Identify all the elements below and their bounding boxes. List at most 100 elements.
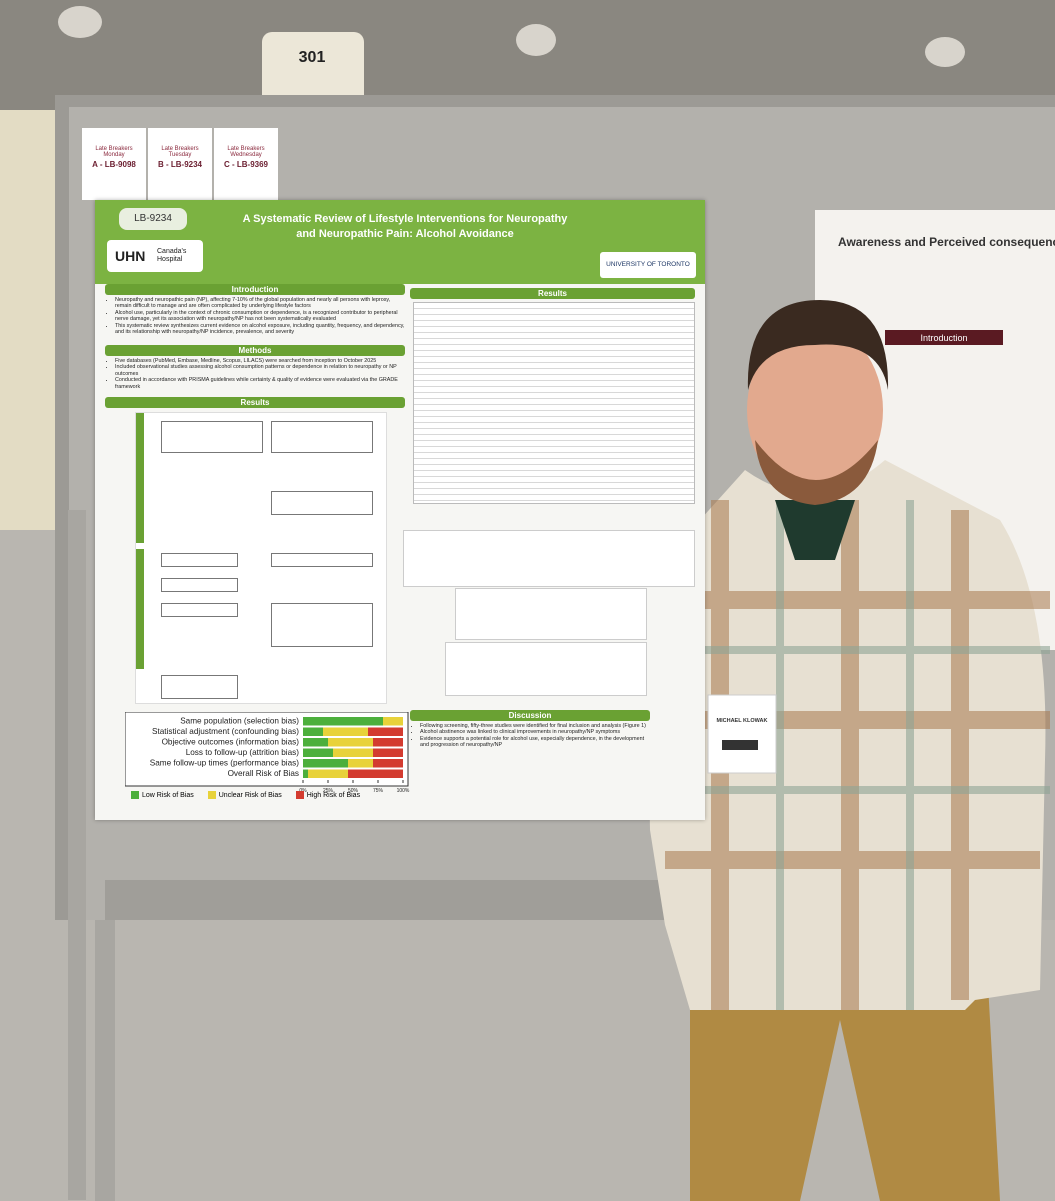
bias-segment — [303, 717, 383, 726]
legend-label: Low Risk of Bias — [142, 791, 194, 799]
card-code: B - LB-9234 — [157, 160, 202, 169]
section-heading: Results — [410, 288, 695, 299]
board-frame — [55, 95, 69, 920]
bias-segment — [373, 738, 403, 747]
bias-segment — [303, 759, 348, 768]
title-line: A Systematic Review of Lifestyle Interve… — [242, 213, 568, 225]
category-label: Loss to follow-up (attrition bias) — [186, 748, 300, 757]
card-label: Late Breakers — [161, 146, 199, 152]
x-tick-label: 75% — [373, 788, 384, 794]
methods-section: Methods Five databases (PubMed, Embase, … — [105, 345, 405, 390]
bullet-list: Following screening, fifty-three studies… — [410, 723, 650, 749]
bullet: Evidence supports a potential role for a… — [420, 736, 650, 749]
bullet: Alcohol use, particularly in the context… — [115, 310, 405, 323]
poster: LB-9234 UHN Canada's Hospital A Systemat… — [95, 200, 705, 820]
board-frame — [55, 95, 1055, 107]
neighbor-heading-bar — [885, 330, 1003, 345]
hospital-name: UHN — [115, 248, 146, 264]
card-code: C - LB-9369 — [223, 160, 268, 169]
flow-box — [271, 491, 373, 515]
tshirt — [775, 500, 855, 560]
card-day: Wednesday — [230, 152, 262, 158]
late-breaker-card: Late Breakers Monday A - LB-9098 — [82, 128, 146, 200]
bullet: Conducted in accordance with PRISMA guid… — [115, 377, 405, 390]
bias-segment — [373, 759, 403, 768]
late-breaker-card: Late Breakers Tuesday B - LB-9234 — [148, 128, 212, 200]
flow-box — [161, 553, 238, 567]
flow-box — [271, 603, 373, 647]
late-breaker-card: Late Breakers Wednesday C - LB-9369 — [214, 128, 278, 200]
bias-segment — [303, 738, 328, 747]
ceiling-light — [925, 37, 965, 67]
category-label: Overall Risk of Bias — [228, 769, 299, 778]
face — [747, 324, 883, 496]
ceiling-light — [516, 24, 556, 56]
bullet: Five databases (PubMed, Embase, Medline,… — [115, 358, 405, 364]
bias-segment — [303, 769, 308, 778]
legend-label: High Risk of Bias — [306, 791, 361, 799]
neighbor-heading: Introduction — [920, 333, 967, 343]
hospital-logo: UHN Canada's Hospital — [107, 240, 203, 272]
bias-segment — [303, 727, 323, 736]
bullet-list: Five databases (PubMed, Embase, Medline,… — [105, 358, 405, 390]
flow-box — [271, 421, 373, 453]
legend-item: Low Risk of Bias — [131, 791, 194, 799]
bias-segment — [308, 769, 348, 778]
bias-segment — [373, 748, 403, 757]
title-line: and Neuropathic Pain: Alcohol Avoidance — [296, 228, 514, 240]
room-sign — [262, 32, 364, 108]
flow-stage — [136, 549, 144, 669]
card-code: A - LB-9098 — [92, 160, 136, 169]
flow-box — [271, 553, 373, 567]
beard — [755, 440, 878, 505]
board-leg — [95, 920, 115, 1201]
category-label: Statistical adjustment (confounding bias… — [152, 727, 299, 736]
legend-swatch — [131, 791, 139, 799]
discussion-section: Discussion Following screening, fifty-th… — [410, 710, 650, 749]
legend-swatch — [295, 791, 304, 799]
board-leg — [68, 510, 86, 1200]
university-logo: UNIVERSITY OF TORONTO — [600, 252, 696, 278]
room-number: 301 — [299, 49, 326, 66]
category-label: Objective outcomes (information bias) — [162, 738, 300, 747]
bias-segment — [383, 717, 403, 726]
legend-swatch — [207, 791, 216, 799]
poster-title: A Systematic Review of Lifestyle Interve… — [215, 212, 595, 242]
plaid-stripes — [660, 500, 1050, 1010]
intro-section: Introduction Neuropathy and neuropathic … — [105, 284, 405, 335]
name-badge — [707, 694, 777, 774]
card-label: Late Breakers — [95, 146, 133, 152]
badge-name: MICHAEL KLOWAK — [717, 718, 768, 724]
bias-segment — [323, 727, 368, 736]
legend-item: High Risk of Bias — [295, 791, 361, 799]
bias-segment — [348, 759, 373, 768]
results-left: Results — [105, 397, 405, 408]
x-tick-label: 25% — [323, 788, 334, 794]
risk-of-bias-chart: Same population (selection bias)Statisti… — [125, 712, 410, 794]
card-label: Late Breakers — [227, 146, 265, 152]
flow-box — [161, 603, 238, 617]
prisma-flow-diagram — [135, 412, 387, 704]
bullet: This systematic review synthesizes curre… — [115, 323, 405, 336]
flow-box — [161, 421, 263, 453]
hospital-sub: Canada's Hospital — [157, 248, 187, 263]
results-right: Results — [410, 288, 695, 299]
category-label: Same population (selection bias) — [180, 717, 299, 726]
bullet-list: Neuropathy and neuropathic pain (NP), af… — [105, 297, 405, 335]
bullet: Alcohol abstinence was linked to clinica… — [420, 729, 650, 735]
bullet: Neuropathy and neuropathic pain (NP), af… — [115, 297, 405, 310]
bias-segment — [348, 769, 403, 778]
person: MICHAEL KLOWAK — [649, 300, 1050, 1201]
hair — [747, 300, 889, 390]
bias-segment — [368, 727, 403, 736]
ceiling — [0, 0, 1055, 110]
x-tick-label: 100% — [397, 788, 410, 794]
section-heading: Introduction — [105, 284, 405, 295]
card-day: Tuesday — [168, 152, 192, 158]
card-day: Monday — [103, 152, 125, 158]
bullet: Included observational studies assessing… — [115, 364, 405, 377]
board-frame — [105, 880, 705, 920]
results-table — [413, 302, 695, 504]
forest-plots — [455, 588, 647, 640]
